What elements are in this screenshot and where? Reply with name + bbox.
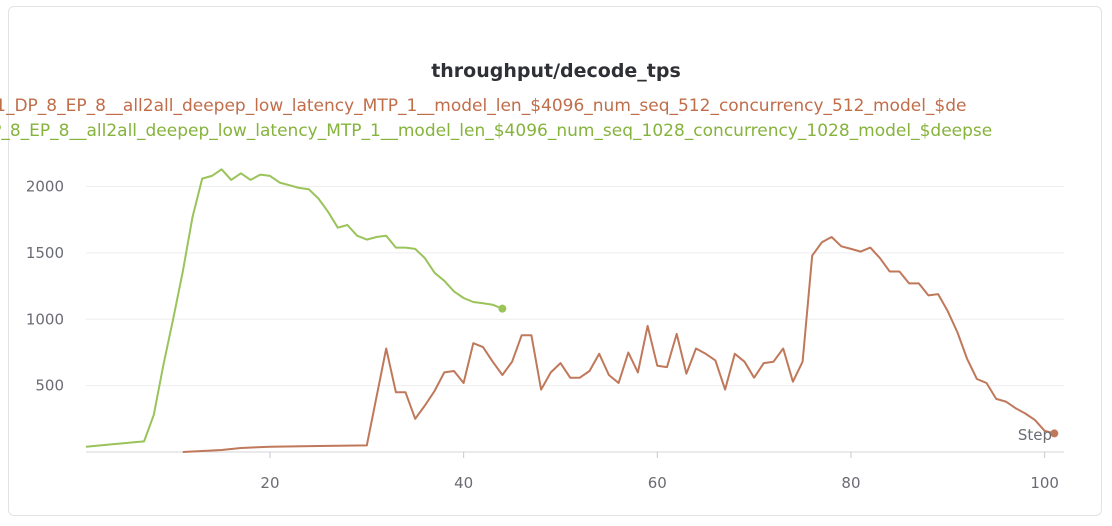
legend-entry-series-2[interactable]: DP_8_EP_8__all2all_deepep_low_latency_MT… [0,121,1112,145]
series-endpoint-2 [498,304,507,313]
x-tick-label: 40 [454,474,473,492]
y-tick-label: 500 [35,377,64,395]
series-endpoint-1 [1050,429,1059,438]
x-tick-label: 100 [1030,474,1059,492]
series-line-1 [182,236,1055,453]
x-tick-label: 80 [841,474,860,492]
x-axis-label: Step [1018,426,1052,444]
legend-label-series-1: TP_1_DP_8_EP_8__all2all_deepep_low_laten… [0,96,967,116]
chart-panel [8,6,1102,516]
x-tick-label: 20 [260,474,279,492]
legend-label-series-2: DP_8_EP_8__all2all_deepep_low_latency_MT… [0,121,993,141]
y-tick-label: 2000 [26,178,64,196]
legend-entry-series-1[interactable]: TP_1_DP_8_EP_8__all2all_deepep_low_laten… [0,96,1112,120]
chart-title: throughput/decode_tps [431,60,681,82]
y-tick-label: 1500 [26,244,64,262]
series-line-2 [85,168,503,448]
x-tick-label: 60 [648,474,667,492]
y-tick-label: 1000 [26,310,64,328]
